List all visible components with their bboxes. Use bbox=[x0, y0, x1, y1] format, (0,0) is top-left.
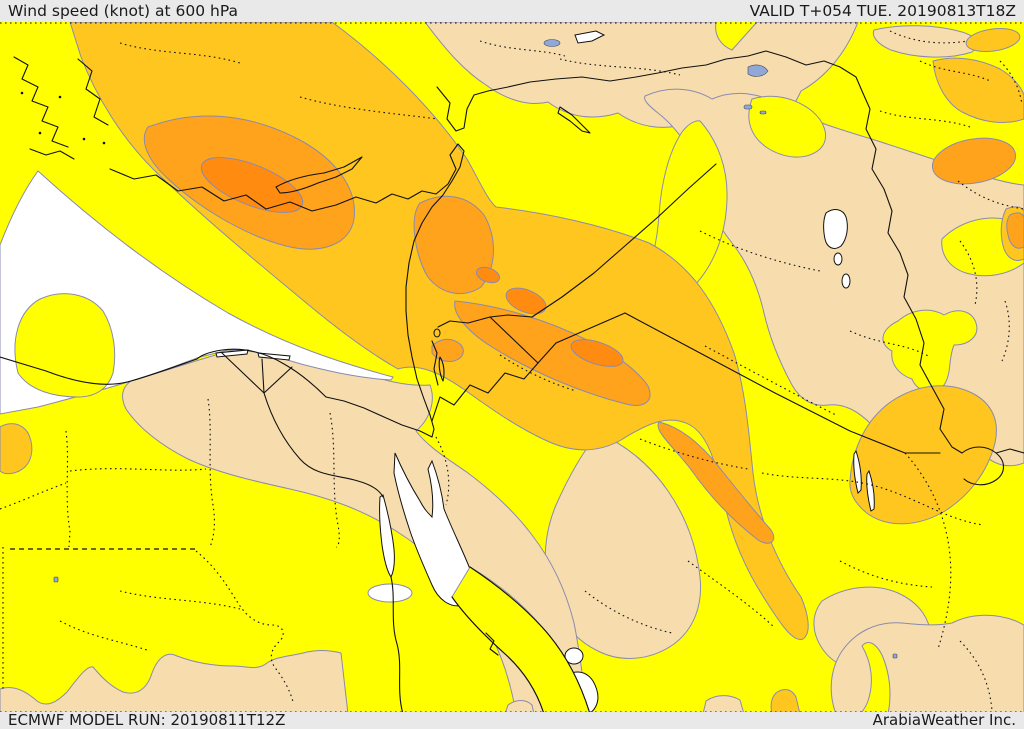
cyprus-coast bbox=[275, 156, 363, 194]
turkey-levant-coast bbox=[109, 143, 465, 438]
coastlines bbox=[0, 56, 591, 712]
valid-time-label: VALID T+054 TUE. 20190813T18Z bbox=[749, 2, 1016, 20]
small-lakes bbox=[53, 39, 898, 659]
wind-band-dark-orange bbox=[200, 157, 624, 367]
brand-label: ArabiaWeather Inc. bbox=[872, 711, 1016, 729]
lake-urmia bbox=[823, 209, 848, 249]
admin-borders-dotted bbox=[0, 22, 1024, 712]
cyrenaica-yellow-patch bbox=[14, 293, 116, 398]
page-title: Wind speed (knot) at 600 hPa bbox=[8, 2, 239, 20]
north-red-sea-area bbox=[393, 452, 474, 607]
lake-tharthar bbox=[853, 449, 862, 494]
forecast-map bbox=[0, 22, 1024, 712]
footer-bar: ECMWF MODEL RUN: 20190811T12Z ArabiaWeat… bbox=[0, 712, 1024, 729]
calm-white-areas bbox=[0, 30, 875, 712]
wind-speed-map-canvas bbox=[0, 22, 1024, 712]
nile-river bbox=[221, 352, 404, 712]
nile-delta-coast bbox=[0, 348, 327, 398]
country-borders bbox=[431, 50, 1024, 486]
header-bar: Wind speed (knot) at 600 hPa VALID T+054… bbox=[0, 0, 1024, 22]
lake-tuz bbox=[574, 30, 606, 44]
model-run-label: ECMWF MODEL RUN: 20190811T12Z bbox=[8, 711, 286, 729]
